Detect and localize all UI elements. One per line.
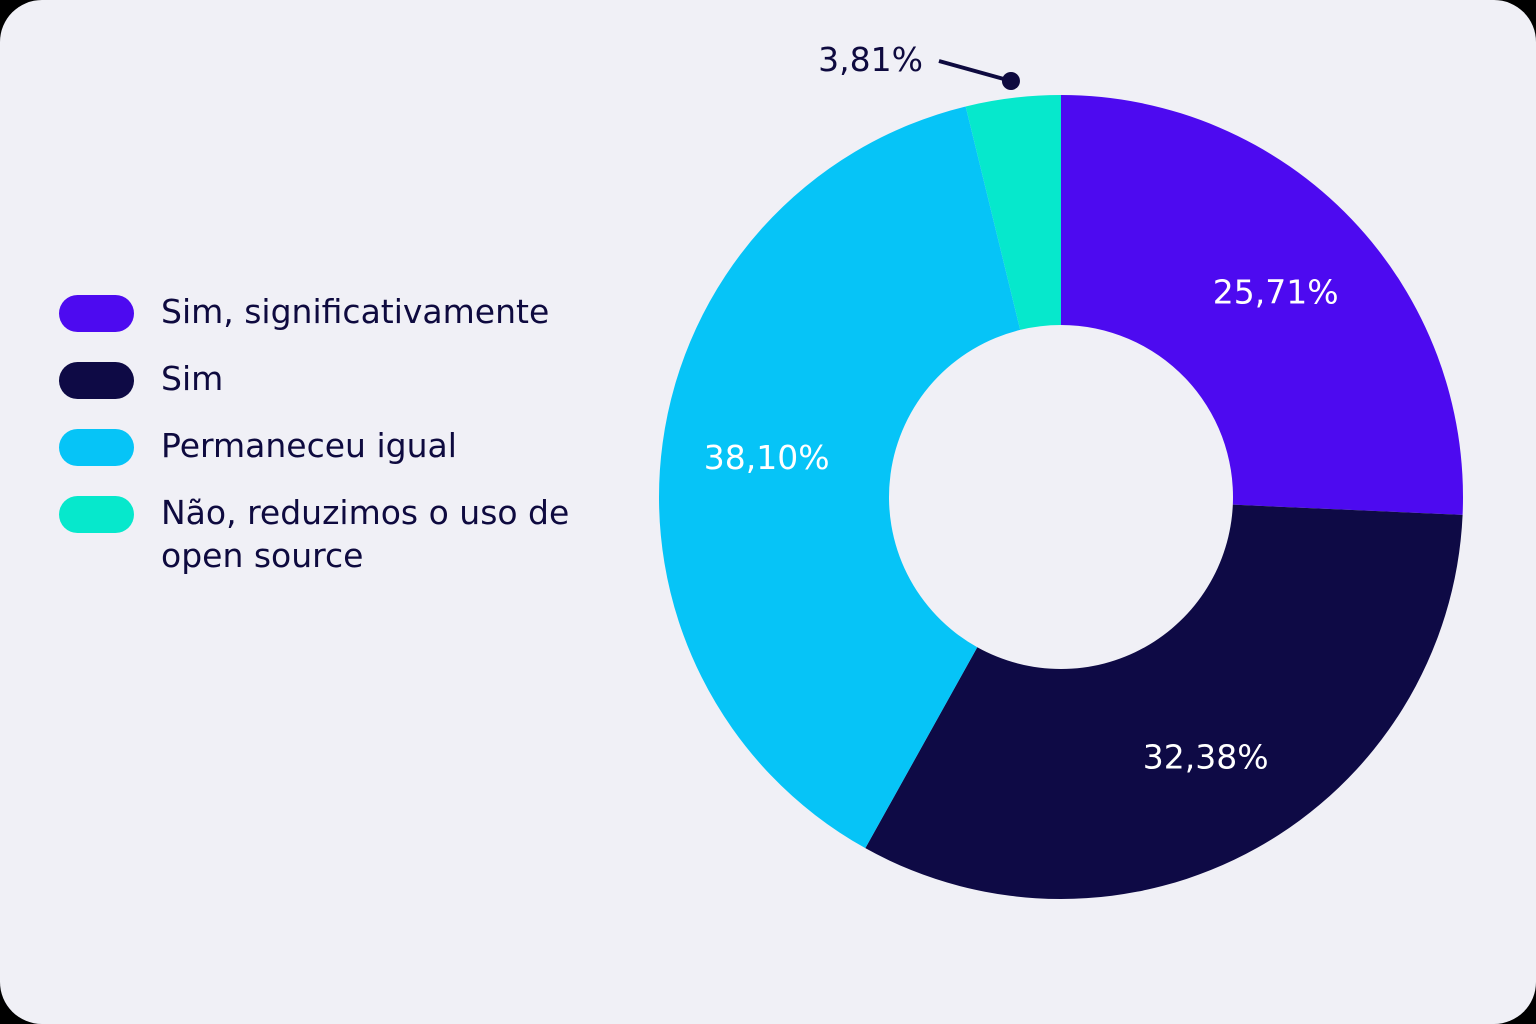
slice-value-label: 3,81% xyxy=(818,40,923,79)
legend-item-sim: Sim xyxy=(59,357,619,400)
legend-swatch xyxy=(59,429,134,466)
callout-line xyxy=(938,59,1012,83)
legend-swatch xyxy=(59,496,134,533)
donut-slice-1 xyxy=(1061,95,1463,515)
legend-item-permaneceu-igual: Permaneceu igual xyxy=(59,424,619,467)
legend-item-sim-significativamente: Sim, significativamente xyxy=(59,290,619,333)
legend-label: Não, reduzimos o uso de open source xyxy=(161,493,570,575)
chart-legend: Sim, significativamente Sim Permaneceu i… xyxy=(59,290,619,601)
donut-slice-2 xyxy=(865,504,1463,899)
donut-slice-3 xyxy=(658,106,1021,849)
legend-label: Sim, significativamente xyxy=(161,292,550,331)
slice-value-label: 38,10% xyxy=(704,438,830,477)
donut-slice-4 xyxy=(965,95,1061,330)
legend-label: Sim xyxy=(161,359,224,398)
legend-swatch xyxy=(59,295,134,332)
legend-item-nao-reduzimos: Não, reduzimos o uso de open source xyxy=(59,491,619,577)
slice-value-label: 25,71% xyxy=(1213,273,1339,312)
slice-value-label: 32,38% xyxy=(1143,737,1269,776)
legend-label: Permaneceu igual xyxy=(161,426,457,465)
legend-swatch xyxy=(59,362,134,399)
